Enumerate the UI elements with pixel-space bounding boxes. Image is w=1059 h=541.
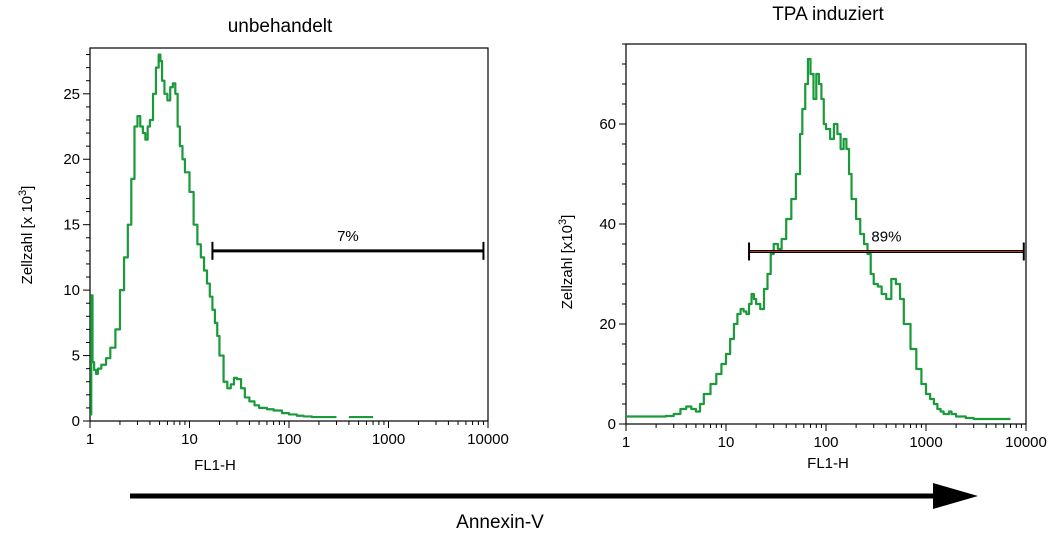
y-tick-label: 25 xyxy=(63,86,80,103)
x-tick-label: 1 xyxy=(622,434,630,451)
y-tick-label: 15 xyxy=(63,217,80,234)
x-axis: 1 10 100 1000 10000 xyxy=(622,424,1047,451)
y-axis: 0 20 40 60 xyxy=(599,43,626,433)
x-tick-label: 1000 xyxy=(909,434,942,451)
y-tick-label: 10 xyxy=(63,282,80,299)
y-tick-label: 5 xyxy=(72,348,80,365)
x-tick-label: 100 xyxy=(813,434,838,451)
y-tick-label: 60 xyxy=(599,116,616,133)
histogram-tpa-induziert: TPA induziert 0 20 40 60 1 10 100 1000 10000 89… xyxy=(557,4,1047,472)
y-axis-label-main: Zellzahl [x10 xyxy=(559,225,576,309)
x-tick-label: 10 xyxy=(718,434,735,451)
gate-percent-label: 89% xyxy=(871,229,901,246)
y-tick-label: 0 xyxy=(72,413,80,430)
x-axis: 1 10 100 1000 10000 xyxy=(86,421,509,448)
annexin-label: Annexin-V xyxy=(456,512,544,533)
x-axis-label: FL1-H xyxy=(194,457,236,474)
x-tick-label: 1000 xyxy=(372,431,405,448)
x-tick-label: 10 xyxy=(181,431,198,448)
histogram-unbehandelt: unbehandelt 0 5 10 15 20 25 1 10 100 1000 10000 7… xyxy=(17,16,509,474)
chart-title: unbehandelt xyxy=(228,16,333,37)
plot-area xyxy=(626,57,1011,421)
gate-percent-label: 7% xyxy=(337,228,359,245)
y-tick-label: 20 xyxy=(63,151,80,168)
arrow-head-icon xyxy=(933,483,978,509)
y-axis: 0 5 10 15 20 25 xyxy=(63,54,90,430)
histogram-series-line xyxy=(90,53,337,419)
y-axis-label: Zellzahl [x103] xyxy=(557,215,576,310)
gate-marker: 7% xyxy=(211,228,485,260)
y-tick-label: 20 xyxy=(599,316,616,333)
x-tick-label: 10000 xyxy=(1005,434,1047,451)
y-tick-label: 0 xyxy=(608,416,616,433)
x-tick-label: 100 xyxy=(276,431,301,448)
y-axis-label-main: Zellzahl [x 10 xyxy=(19,196,36,284)
plot-frame xyxy=(89,47,489,422)
x-tick-label: 10000 xyxy=(467,431,509,448)
plot-area xyxy=(90,53,374,419)
histogram-series-line xyxy=(626,57,1011,421)
y-axis-label-close: ] xyxy=(19,186,36,190)
y-axis-label: Zellzahl [x 103] xyxy=(17,186,36,285)
gate-marker: 89% xyxy=(748,229,1025,261)
x-axis-label: FL1-H xyxy=(807,455,849,472)
y-axis-label-sup: 3 xyxy=(17,190,29,196)
chart-title: TPA induziert xyxy=(772,4,884,25)
y-tick-label: 40 xyxy=(599,216,616,233)
y-axis-label-sup: 3 xyxy=(557,219,569,225)
annexin-axis-arrow: Annexin-V xyxy=(130,483,978,533)
plot-frame xyxy=(625,43,1027,425)
y-axis-label-close: ] xyxy=(559,215,576,219)
x-tick-label: 1 xyxy=(86,431,94,448)
